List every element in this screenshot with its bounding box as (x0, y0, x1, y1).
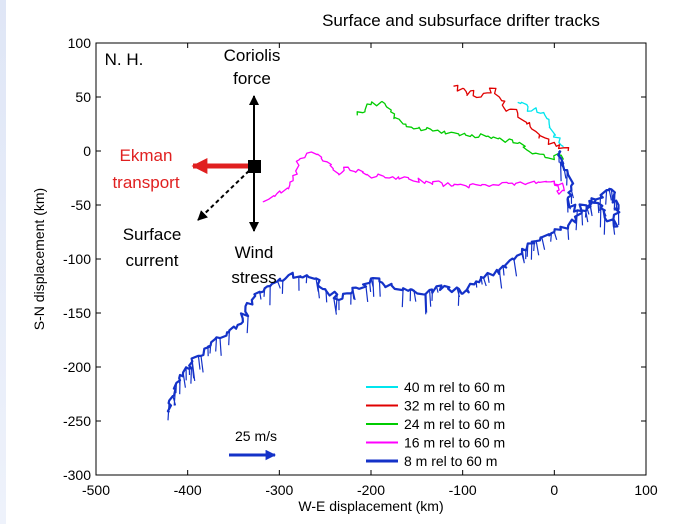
legend: 40 m rel to 60 m 32 m rel to 60 m 24 m rel… (366, 379, 505, 469)
y-tick-label: 50 (75, 89, 91, 105)
x-tick-label: -100 (449, 482, 477, 498)
series-line-1 (517, 101, 564, 148)
water-parcel-square (248, 160, 261, 173)
x-tick-label: -300 (265, 482, 293, 498)
surface-current-label-line2: current (126, 251, 179, 270)
y-axis: 100 50 0 -50 -100 -150 -200 -250 -300 (63, 35, 646, 483)
x-axis-label: W-E displacement (km) (298, 498, 443, 514)
wind-stress-label-line1: Wind (235, 243, 274, 262)
coriolis-label-line2: force (233, 69, 271, 88)
x-axis: -500 -400 -300 -200 -100 0 100 (82, 43, 658, 498)
y-axis-label: S-N displacement (km) (31, 188, 47, 330)
y-tick-label: -300 (63, 467, 91, 483)
legend-label: 24 m rel to 60 m (404, 416, 505, 432)
surface-current-arrow (197, 165, 255, 221)
y-tick-label: 0 (83, 143, 91, 159)
y-tick-label: -100 (63, 251, 91, 267)
legend-label: 32 m rel to 60 m (404, 398, 505, 414)
surface-current-label-line1: Surface (123, 225, 182, 244)
slide-edge (0, 0, 6, 524)
x-tick-label: -200 (357, 482, 385, 498)
wind-stress-label-line2: stress (231, 268, 276, 287)
x-tick-label: 100 (634, 482, 658, 498)
x-tick-label: 0 (550, 482, 558, 498)
series-line-2 (453, 84, 570, 152)
ekman-label-line2: transport (112, 173, 179, 192)
x-tick-label: -500 (82, 482, 110, 498)
ekman-label-line1: Ekman (120, 146, 173, 165)
coriolis-label-line1: Coriolis (224, 46, 281, 65)
series-line-3 (356, 100, 565, 161)
series-layer (166, 84, 621, 421)
legend-label: 16 m rel to 60 m (404, 435, 505, 451)
y-tick-label: -50 (71, 197, 91, 213)
legend-label: 40 m rel to 60 m (404, 379, 505, 395)
scale-label: 25 m/s (235, 428, 277, 444)
y-tick-label: -200 (63, 359, 91, 375)
plot-frame (95, 42, 647, 476)
hemisphere-label: N. H. (105, 50, 144, 69)
series-line-4 (262, 151, 565, 203)
y-tick-label: -250 (63, 413, 91, 429)
chart-title: Surface and subsurface drifter tracks (322, 11, 600, 30)
y-tick-label: 100 (68, 35, 92, 51)
series-velocity-sticks-5 (167, 150, 620, 421)
x-tick-label: -400 (174, 482, 202, 498)
y-tick-label: -150 (63, 305, 91, 321)
legend-label: 8 m rel to 60 m (404, 453, 497, 469)
